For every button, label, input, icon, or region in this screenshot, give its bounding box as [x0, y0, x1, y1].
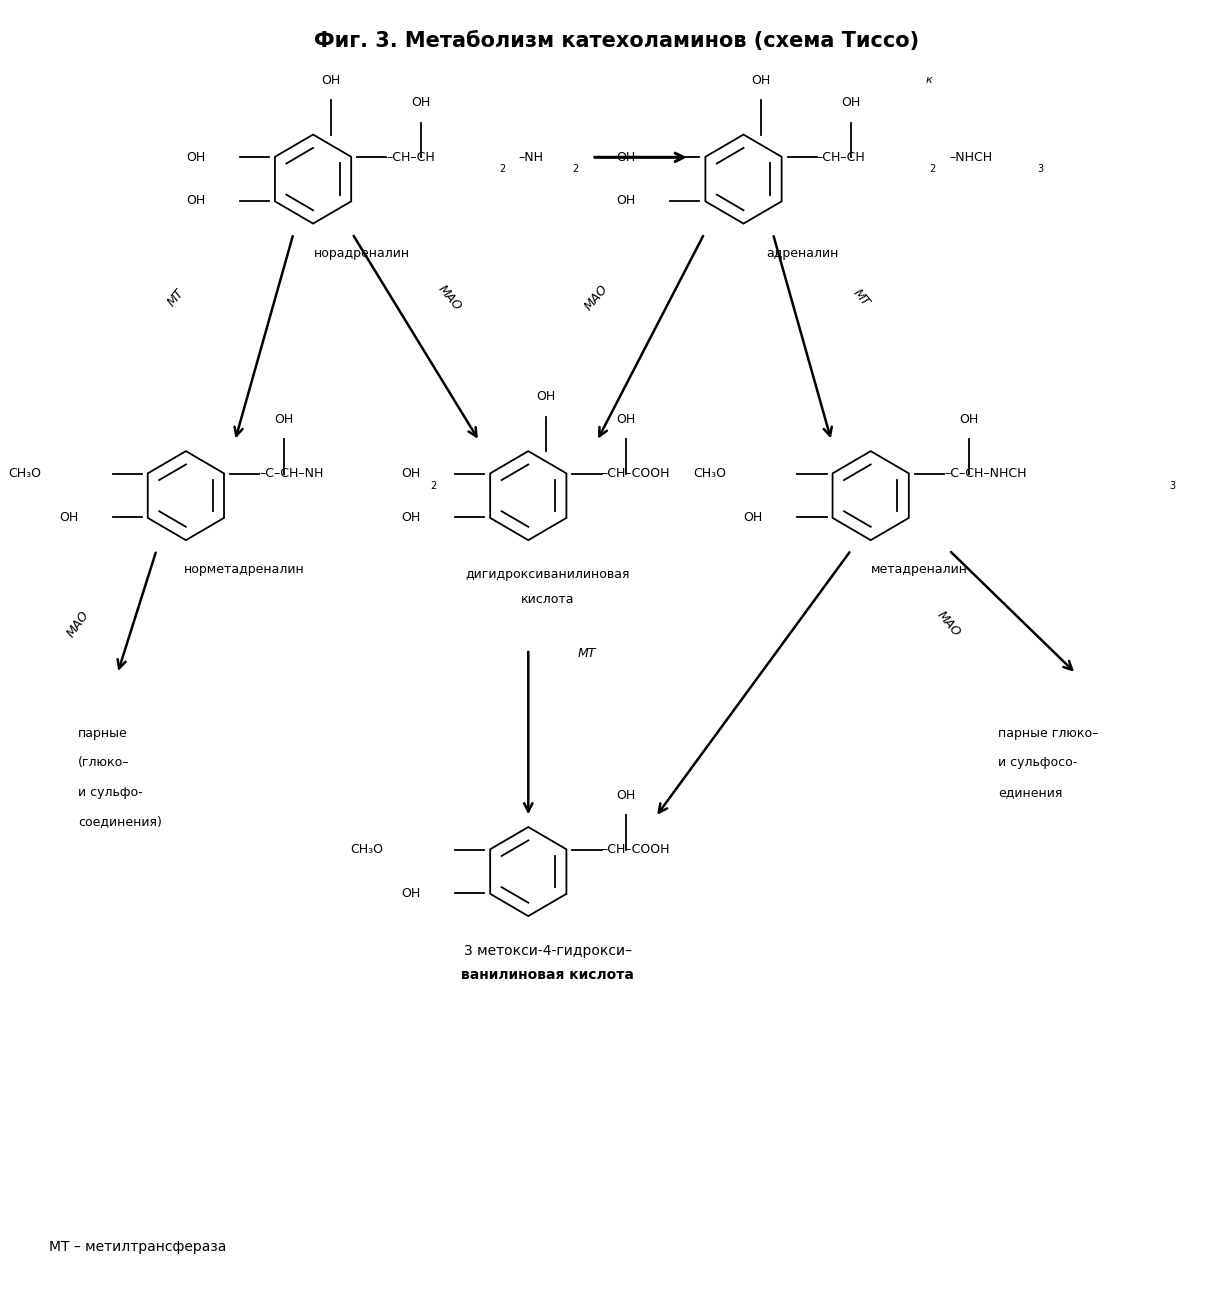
Text: OH: OH	[616, 151, 635, 164]
Text: –CH–COOH: –CH–COOH	[601, 844, 670, 857]
Text: OH: OH	[274, 413, 293, 426]
Text: дигидроксиванилиновая: дигидроксиванилиновая	[466, 568, 631, 581]
Text: –CH–CH: –CH–CH	[816, 151, 865, 164]
Text: 2: 2	[430, 481, 436, 490]
Text: OH: OH	[842, 97, 860, 110]
Text: парные глюко–: парные глюко–	[998, 726, 1099, 740]
Text: к: к	[926, 75, 932, 85]
Text: –CH–COOH: –CH–COOH	[601, 467, 670, 480]
Text: OH: OH	[186, 151, 205, 164]
Text: МАО: МАО	[436, 282, 464, 313]
Text: адреналин: адреналин	[766, 247, 838, 260]
Text: 3: 3	[1169, 481, 1176, 490]
Text: OH: OH	[616, 789, 635, 802]
Text: 3: 3	[1037, 164, 1044, 175]
Text: CH₃O: CH₃O	[351, 844, 384, 857]
Text: парные: парные	[78, 726, 128, 740]
Text: OH: OH	[411, 97, 430, 110]
Text: Фиг. 3. Метаболизм катехоламинов (схема Тиссо): Фиг. 3. Метаболизм катехоламинов (схема …	[314, 31, 919, 50]
Text: (глюко–: (глюко–	[78, 756, 130, 769]
Text: OH: OH	[59, 511, 78, 524]
Text: OH: OH	[744, 511, 763, 524]
Text: единения: единения	[998, 785, 1062, 798]
Text: и сульфосо-: и сульфосо-	[998, 756, 1077, 769]
Text: норметадреналин: норметадреналин	[185, 563, 306, 576]
Text: МТ: МТ	[165, 286, 187, 309]
Text: OH: OH	[616, 413, 635, 426]
Text: OH: OH	[401, 511, 420, 524]
Text: –CH–CH: –CH–CH	[386, 151, 435, 164]
Text: OH: OH	[321, 74, 340, 87]
Text: МАО: МАО	[65, 608, 92, 641]
Text: OH: OH	[536, 391, 556, 404]
Text: OH: OH	[959, 413, 978, 426]
Text: CH₃O: CH₃O	[693, 467, 726, 480]
Text: OH: OH	[186, 194, 205, 207]
Text: МАО: МАО	[583, 282, 611, 313]
Text: –NHCH: –NHCH	[949, 151, 992, 164]
Text: OH: OH	[401, 467, 420, 480]
Text: метадреналин: метадреналин	[871, 563, 968, 576]
Text: ванилиновая кислота: ванилиновая кислота	[462, 968, 634, 982]
Text: OH: OH	[401, 886, 420, 899]
Text: –NH: –NH	[518, 151, 544, 164]
Text: –C–CH–NHCH: –C–CH–NHCH	[945, 467, 1026, 480]
Text: МАО: МАО	[935, 609, 963, 639]
Text: 2: 2	[930, 164, 936, 175]
Text: норадреналин: норадреналин	[314, 247, 411, 260]
Text: кислота: кислота	[521, 593, 574, 606]
Text: МТ: МТ	[578, 647, 596, 660]
Text: МТ – метилтрансфераза: МТ – метилтрансфераза	[49, 1241, 226, 1254]
Text: OH: OH	[616, 194, 635, 207]
Text: CH₃O: CH₃O	[9, 467, 42, 480]
Text: 2: 2	[499, 164, 505, 175]
Text: соединения): соединения)	[78, 815, 163, 828]
Text: 3 метокси-4-гидрокси–: 3 метокси-4-гидрокси–	[464, 943, 632, 958]
Text: –C–CH–NH: –C–CH–NH	[259, 467, 324, 480]
Text: и сульфо-: и сульфо-	[78, 785, 143, 798]
Text: OH: OH	[752, 74, 771, 87]
Text: 2: 2	[572, 164, 578, 175]
Text: МТ: МТ	[851, 286, 871, 309]
